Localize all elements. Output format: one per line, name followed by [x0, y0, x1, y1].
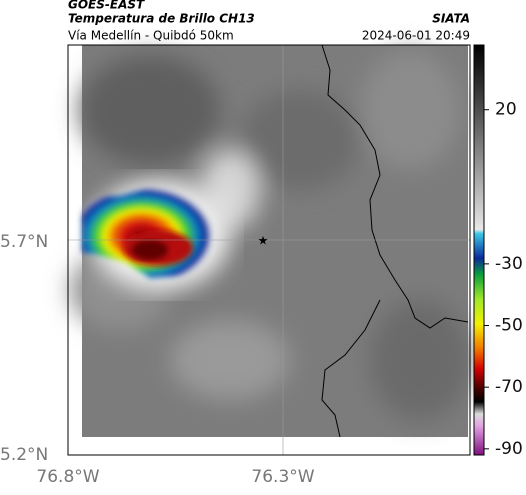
lat-label: 5.2°N — [0, 445, 48, 465]
subtitle: Temperatura de Brillo CH13 — [68, 12, 255, 26]
colorbar-ramp — [473, 44, 485, 456]
location: Vía Medellín - Quibdó 50km — [68, 29, 234, 43]
colorbar-tick-label: -70 — [495, 377, 523, 397]
cloud-texture — [70, 50, 470, 420]
lon-label: 76.3°W — [251, 467, 314, 487]
colorbar-tick-label: 20 — [495, 100, 517, 120]
source: SIATA — [432, 12, 470, 26]
colorbar-tick-label: -30 — [495, 254, 523, 274]
map-frame — [67, 44, 471, 456]
map: ★ — [67, 44, 471, 456]
lon-label: 76.8°W — [36, 467, 99, 487]
lat-label: 5.7°N — [0, 232, 48, 252]
colorbar: 20 -30 -50 -70 -90 — [473, 44, 523, 459]
datetime: 2024-06-01 20:49 — [362, 29, 470, 43]
borders — [321, 44, 469, 438]
storm-cell — [82, 180, 230, 290]
colorbar-tick-label: -90 — [495, 439, 523, 459]
marker-star: ★ — [258, 234, 269, 248]
title: GOES-EAST — [68, 0, 145, 12]
colorbar-tick-label: -50 — [495, 316, 523, 336]
